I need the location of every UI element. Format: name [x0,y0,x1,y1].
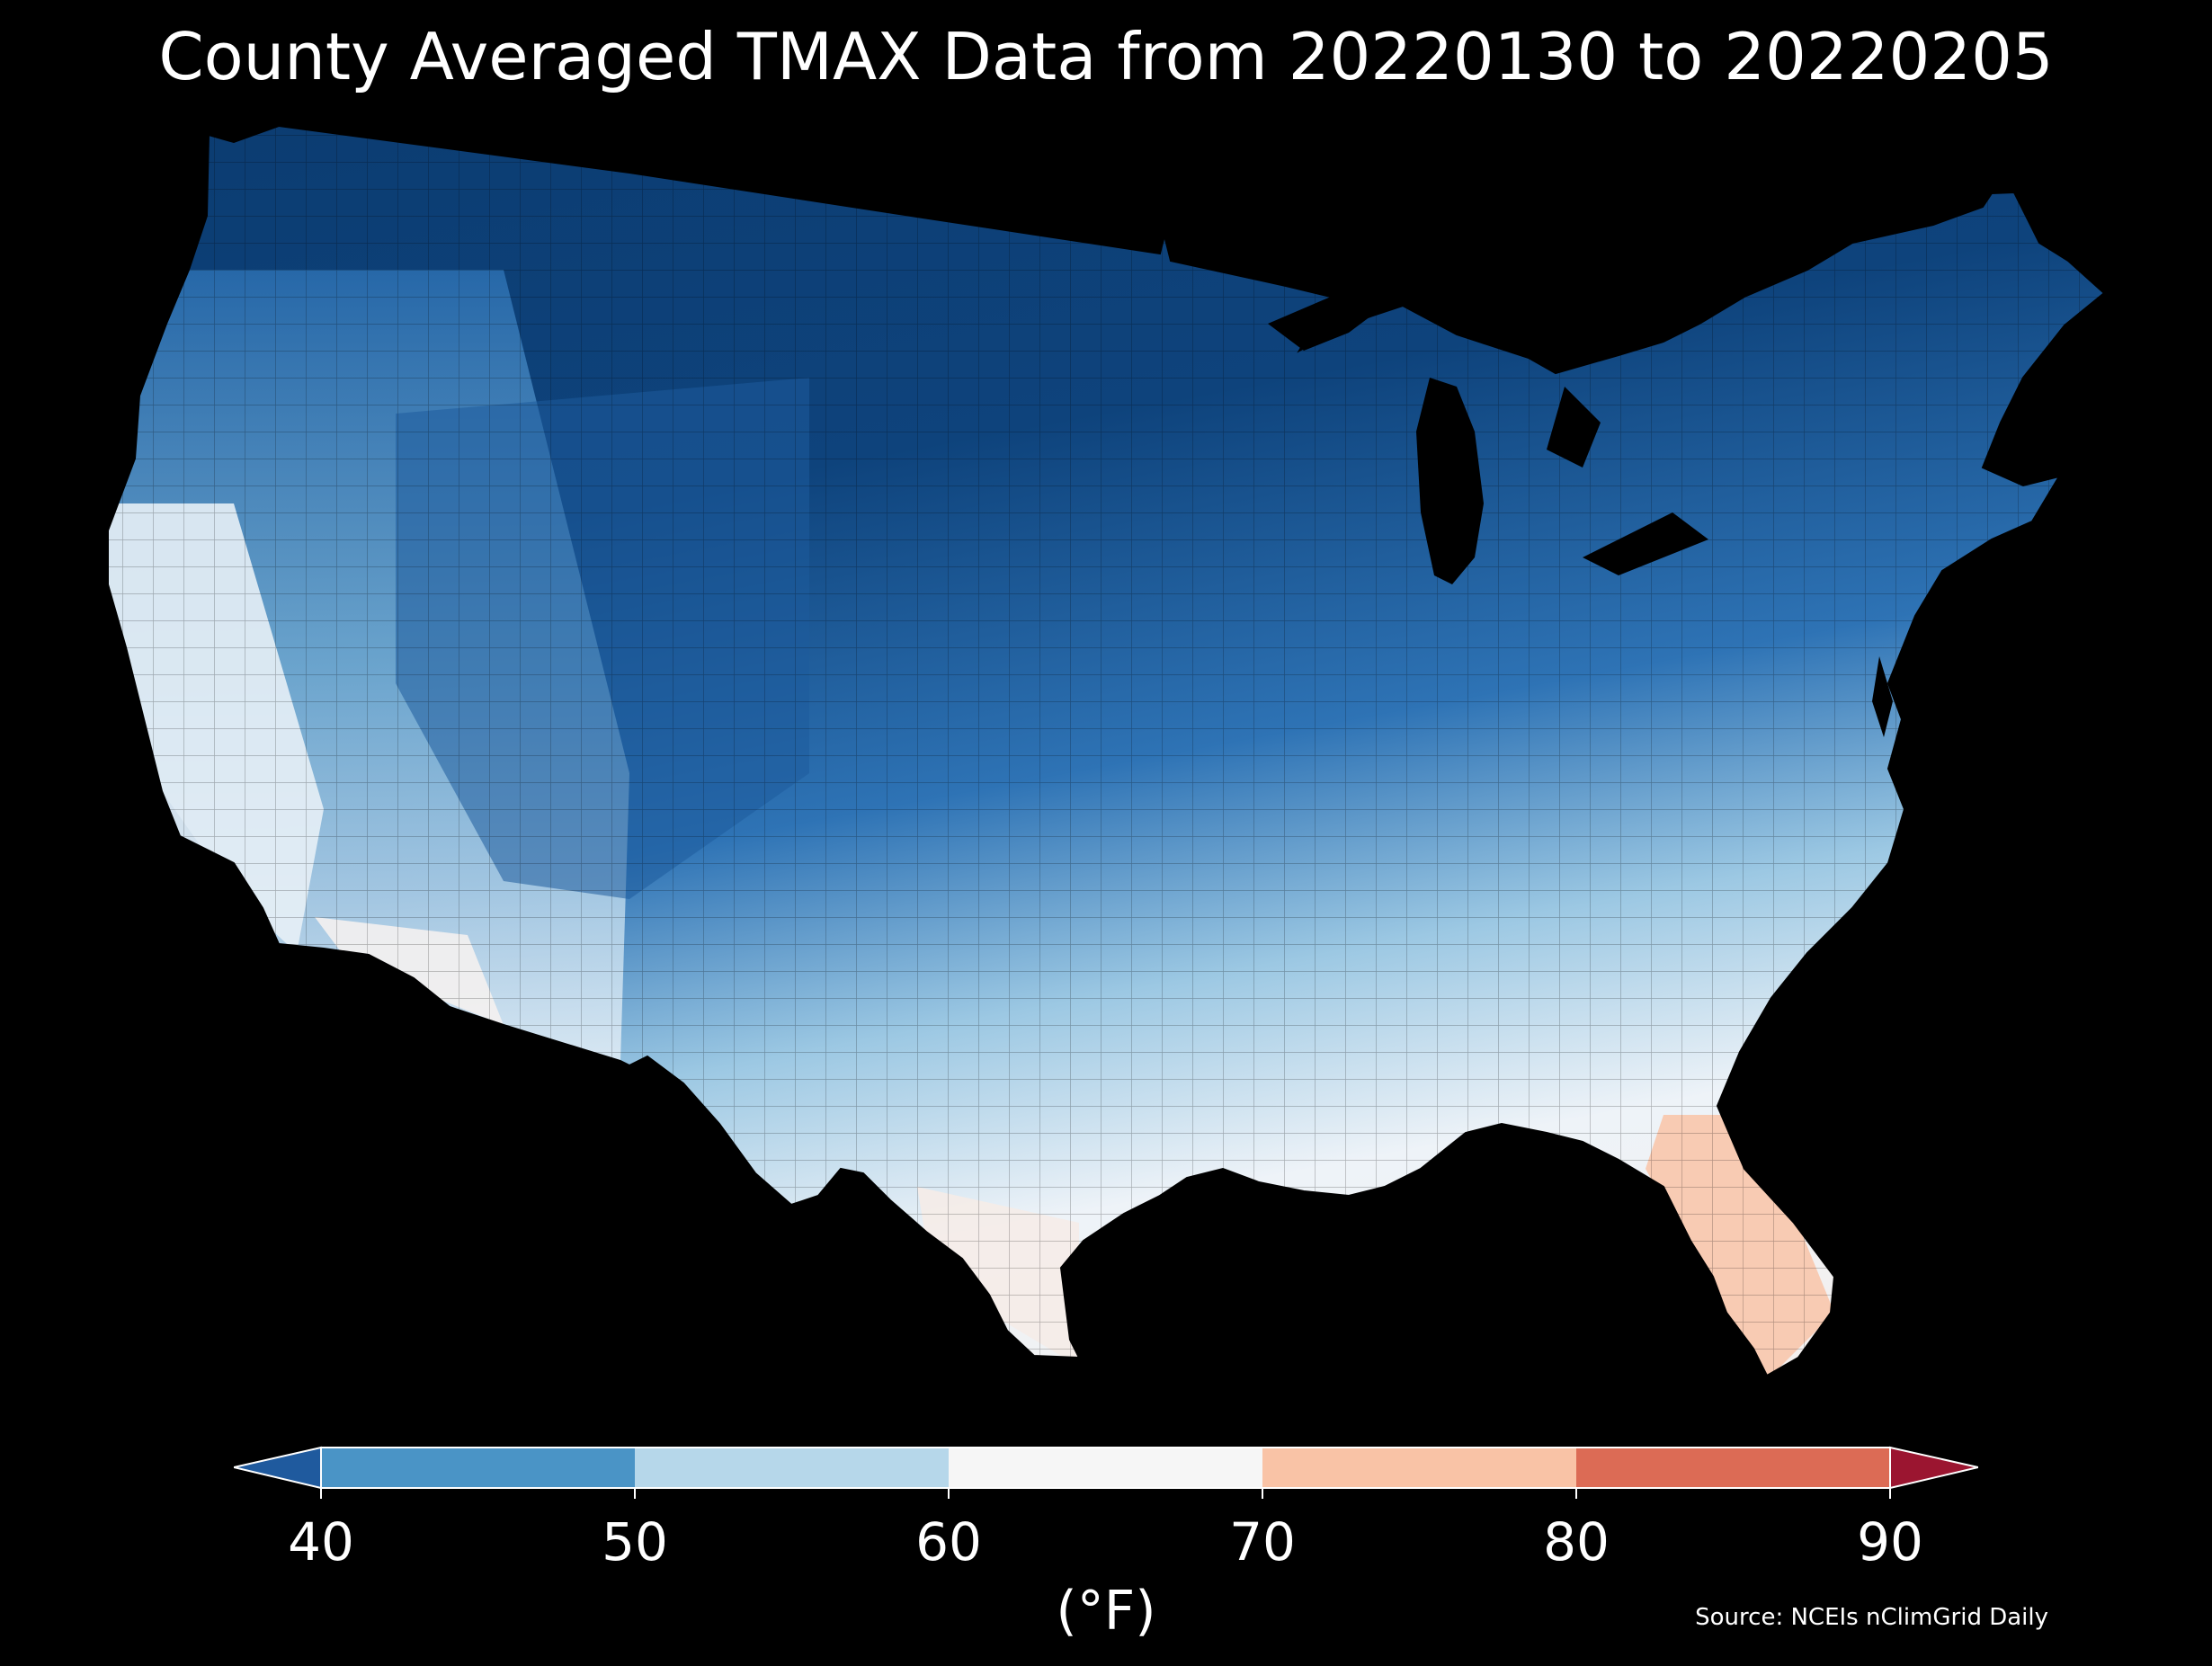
source-credit: Source: NCEIs nClimGrid Daily [1695,1604,2048,1631]
colorbar-over-arrow [1889,1446,1978,1490]
colorbar-bin-70-80 [1262,1448,1576,1488]
map-title: County Averaged TMAX Data from 20220130 … [158,19,2054,94]
lake-huron-erie [1547,387,1708,575]
colorbar-unit-label: (°F) [1056,1580,1156,1643]
colorbar-tick-label: 80 [1543,1511,1610,1572]
colorbar-tick-label: 60 [915,1511,982,1572]
colorbar-bin-60-70 [949,1448,1262,1488]
colorbar-bin-50-60 [635,1448,949,1488]
colorbar-tick-label: 40 [288,1511,354,1572]
colorbar-tick-label: 90 [1857,1511,1923,1572]
colorbar-under-arrow [234,1446,322,1490]
colorbar-tick-label: 70 [1229,1511,1296,1572]
colorbar [234,1446,1978,1499]
lake-michigan [1416,378,1484,584]
colorbar-bin-40-50 [321,1448,635,1488]
chesapeake-bay [1872,656,1893,737]
colorbar-tick-label: 50 [602,1511,668,1572]
colorbar-bin-80-90 [1576,1448,1890,1488]
lake-superior [1268,297,1385,351]
